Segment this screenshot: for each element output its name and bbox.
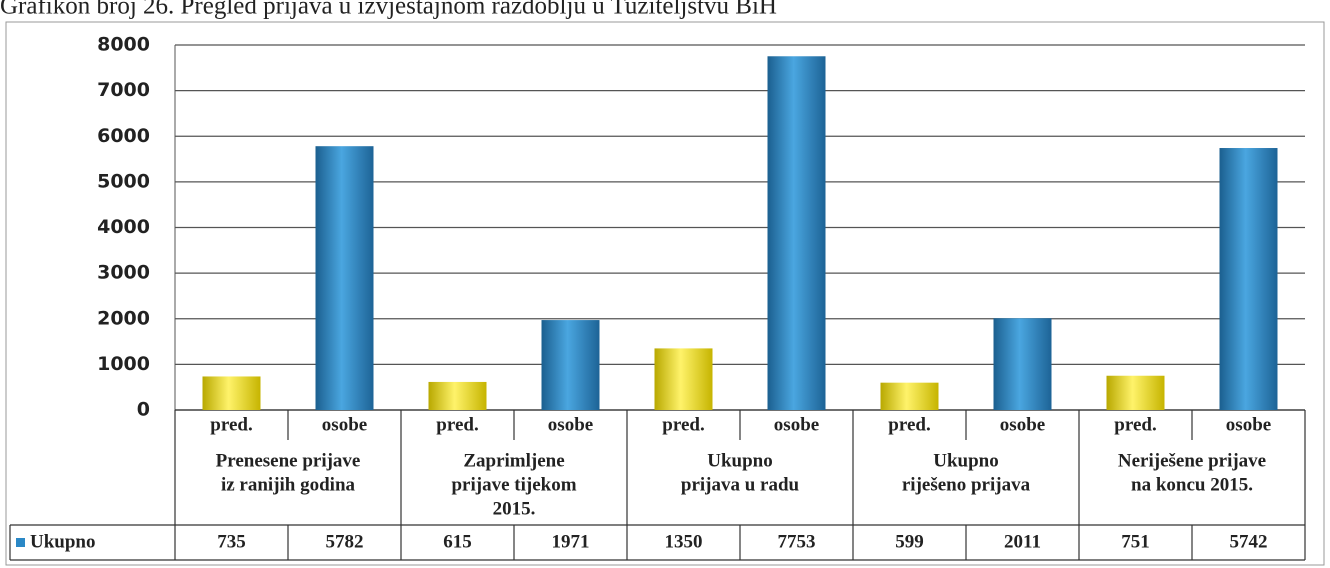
table-value: 7753	[778, 531, 816, 552]
y-tick-label: 5000	[97, 170, 150, 192]
chart-border	[5, 21, 1325, 566]
table-value: 5742	[1230, 531, 1268, 552]
group-label: iz ranijih godina	[221, 474, 356, 495]
chart-title: Grafikon broj 26. Pregled prijava u izvj…	[0, 0, 777, 20]
bar	[880, 382, 939, 410]
x-tick-label: pred.	[210, 414, 252, 435]
x-tick-label: pred.	[1114, 414, 1156, 435]
y-tick-label: 1000	[97, 353, 150, 375]
x-tick-label: osobe	[1226, 414, 1271, 435]
bar	[315, 146, 374, 411]
table-value: 2011	[1004, 531, 1041, 552]
table-value: 735	[217, 531, 246, 552]
x-tick-label: osobe	[1000, 414, 1045, 435]
y-tick-label: 0	[137, 399, 150, 421]
table-value: 615	[443, 531, 472, 552]
y-tick-label: 3000	[97, 262, 150, 284]
group-label: 2015.	[493, 498, 536, 519]
table-value: 751	[1121, 531, 1150, 552]
bar	[1219, 148, 1278, 411]
group-label: prijava u radu	[681, 474, 800, 495]
group-label: prijave tijekom	[451, 474, 576, 495]
bar	[428, 381, 487, 410]
group-label: riješeno prijava	[902, 474, 1031, 495]
legend-swatch	[16, 538, 25, 547]
table-value: 1350	[665, 531, 703, 552]
table-value: 599	[895, 531, 924, 552]
bar	[993, 318, 1052, 410]
table-value: 1971	[552, 531, 590, 552]
y-tick-label: 8000	[97, 34, 150, 56]
legend-label: Ukupno	[30, 531, 96, 552]
group-label: Ukupno	[707, 450, 773, 471]
y-tick-label: 7000	[97, 79, 150, 101]
y-tick-label: 6000	[97, 125, 150, 147]
y-tick-label: 2000	[97, 307, 150, 329]
group-label: Neriješene prijave	[1118, 450, 1266, 471]
bar	[767, 56, 826, 410]
x-tick-label: osobe	[322, 414, 367, 435]
group-label: Ukupno	[933, 450, 999, 471]
group-label: Prenesene prijave	[216, 450, 361, 471]
bar	[541, 320, 600, 410]
x-tick-label: pred.	[436, 414, 478, 435]
group-label: na koncu 2015.	[1131, 474, 1253, 495]
bar	[202, 376, 261, 410]
group-label: Zaprimljene	[463, 450, 564, 471]
x-tick-label: pred.	[662, 414, 704, 435]
x-tick-label: osobe	[774, 414, 819, 435]
bar	[1106, 375, 1165, 410]
x-tick-label: pred.	[888, 414, 930, 435]
bar	[654, 348, 713, 410]
x-tick-label: osobe	[548, 414, 593, 435]
table-value: 5782	[326, 531, 364, 552]
y-tick-label: 4000	[97, 216, 150, 238]
